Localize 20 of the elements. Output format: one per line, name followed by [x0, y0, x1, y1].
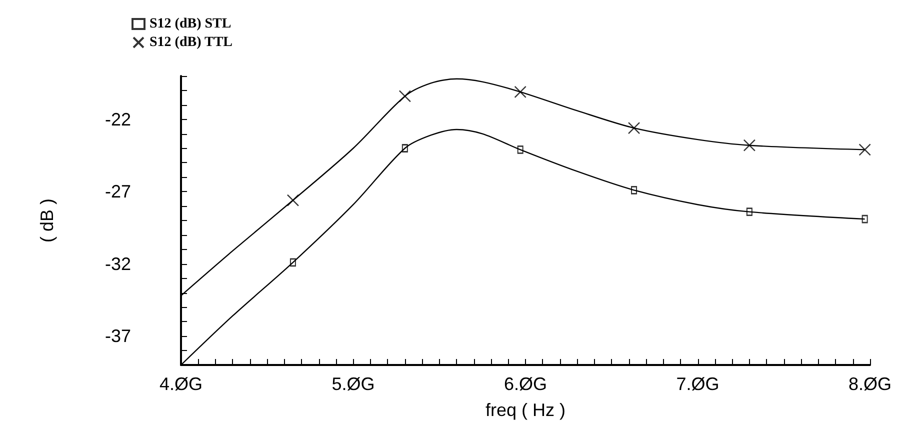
point — [514, 86, 526, 98]
x-axis-title: freq ( Hz ) — [485, 400, 566, 420]
x-tick-label: 6.ØG — [504, 374, 548, 394]
x-tick-label: 5.ØG — [332, 374, 375, 394]
y-tick-label: -32 — [104, 254, 131, 274]
point — [628, 122, 640, 134]
legend-label: S12 (dB) STL — [150, 16, 232, 32]
point — [398, 90, 412, 102]
x-tick-label: 7.ØG — [676, 374, 720, 394]
y-tick-label: -37 — [104, 326, 131, 346]
x-tick-label: 4.ØG — [159, 374, 203, 394]
y-tick-label: -27 — [104, 182, 131, 202]
point — [286, 194, 300, 206]
y-axis-title: ( dB ) — [37, 198, 57, 243]
x-tick-label: 8.ØG — [848, 374, 892, 394]
y-tick-label: -22 — [104, 109, 131, 130]
point — [858, 144, 871, 156]
point — [862, 214, 868, 224]
point — [743, 139, 756, 152]
legend-label: S12 (dB) TTL — [150, 35, 232, 50]
